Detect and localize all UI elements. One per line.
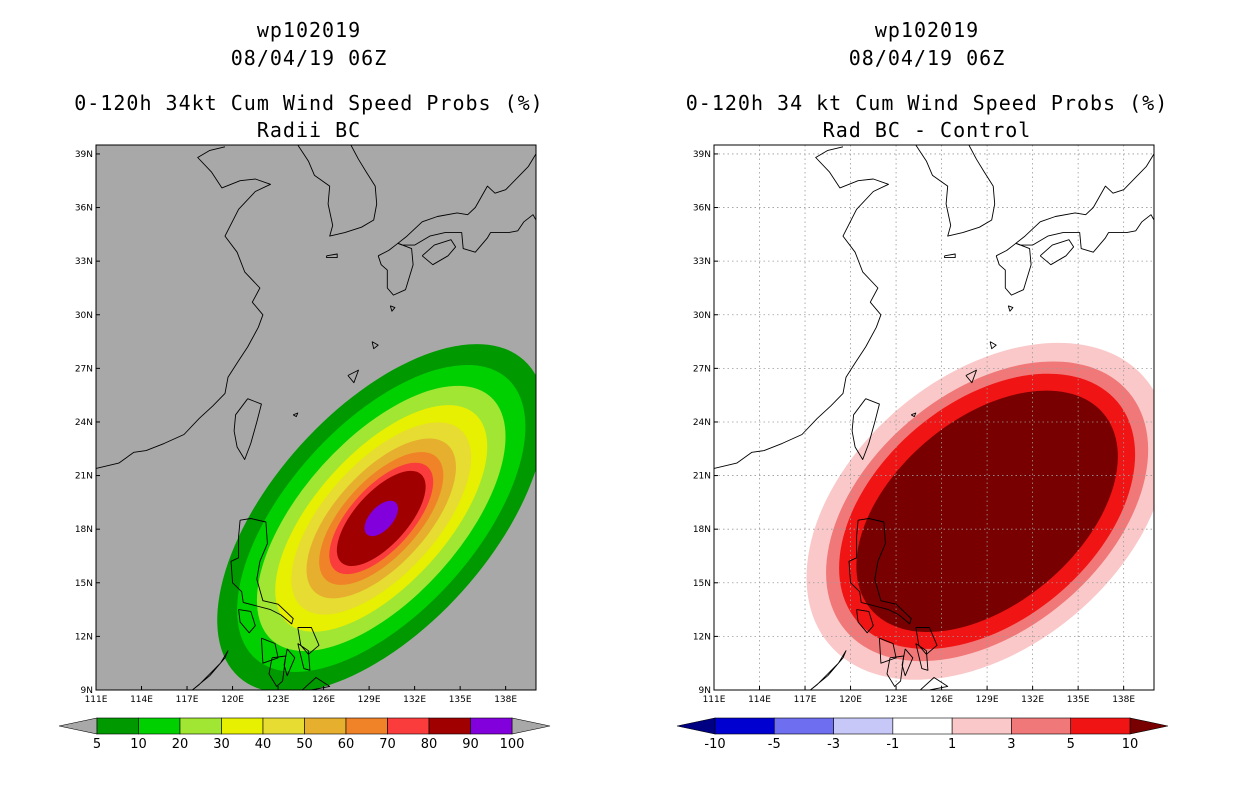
- y-tick-label: 24N: [693, 418, 711, 428]
- y-tick-label: 21N: [75, 472, 93, 482]
- colorbar-label: 60: [338, 737, 355, 752]
- colorbar-swatch: [471, 718, 513, 734]
- x-tick-label: 120E: [839, 695, 862, 705]
- y-tick-label: 9N: [81, 686, 93, 696]
- y-tick-label: 15N: [693, 579, 711, 589]
- colorbar-swatch: [893, 718, 952, 734]
- y-tick-label: 9N: [699, 686, 711, 696]
- x-tick-label: 117E: [794, 695, 817, 705]
- x-tick-label: 135E: [1067, 695, 1090, 705]
- colorbar-label: 20: [172, 737, 189, 752]
- x-tick-label: 111E: [703, 695, 726, 705]
- colorbar-swatch: [1071, 718, 1130, 734]
- y-tick-label: 18N: [693, 525, 711, 535]
- colorbar-label: -3: [827, 737, 840, 752]
- x-tick-label: 132E: [403, 695, 426, 705]
- colorbar-label: 30: [213, 737, 230, 752]
- x-tick-label: 129E: [976, 695, 999, 705]
- y-tick-label: 33N: [75, 257, 93, 267]
- colorbar-label: 3: [1007, 737, 1015, 752]
- colorbar-swatch: [429, 718, 471, 734]
- x-tick-label: 129E: [358, 695, 381, 705]
- probability-map-right: 111E 114E 117E 120E 123E 126E 129E 132E 135E 138E…: [618, 0, 1236, 800]
- x-tick-label: 114E: [748, 695, 771, 705]
- colorbar-label: -5: [768, 737, 781, 752]
- y-tick-label: 39N: [75, 150, 93, 160]
- colorbar-swatch: [346, 718, 388, 734]
- y-tick-label: 12N: [75, 632, 93, 642]
- colorbar-swatch: [388, 718, 430, 734]
- panel-radii-bc: wp102019 08/04/19 06Z 0-120h 34kt Cum Wi…: [0, 0, 618, 800]
- colorbar-swatch: [263, 718, 305, 734]
- colorbar-swatch: [139, 718, 181, 734]
- x-tick-label: 126E: [312, 695, 335, 705]
- colorbar-end-low: [677, 718, 715, 734]
- x-tick-label: 138E: [494, 695, 517, 705]
- y-tick-label: 36N: [693, 204, 711, 214]
- colorbar-swatch: [305, 718, 347, 734]
- colorbar-label: 90: [462, 737, 479, 752]
- colorbar-end-high: [512, 718, 550, 734]
- y-tick-label: 36N: [75, 204, 93, 214]
- colorbar-label: 5: [93, 737, 101, 752]
- colorbar-label: 10: [130, 737, 147, 752]
- x-tick-label: 132E: [1021, 695, 1044, 705]
- x-tick-label: 135E: [449, 695, 472, 705]
- y-tick-label: 30N: [693, 311, 711, 321]
- colorbar-swatch: [180, 718, 222, 734]
- x-tick-label: 117E: [176, 695, 199, 705]
- y-tick-label: 27N: [75, 364, 93, 374]
- x-tick-label: 111E: [85, 695, 108, 705]
- colorbar-label: -10: [704, 737, 725, 752]
- x-tick-label: 123E: [885, 695, 908, 705]
- colorbar-swatch: [715, 718, 774, 734]
- y-tick-label: 33N: [693, 257, 711, 267]
- y-tick-label: 24N: [75, 418, 93, 428]
- y-tick-label: 21N: [693, 472, 711, 482]
- colorbar-label: 50: [296, 737, 313, 752]
- y-tick-label: 12N: [693, 632, 711, 642]
- colorbar-label: 100: [500, 737, 525, 752]
- colorbar: -10 -5 -3 -1 1 3 5 10: [677, 718, 1168, 752]
- y-tick-label: 27N: [693, 364, 711, 374]
- colorbar-label: 1: [948, 737, 956, 752]
- colorbar-swatch: [774, 718, 833, 734]
- colorbar-label: 70: [379, 737, 396, 752]
- colorbar: 5 10 20 30 40 50 60 70 80 90 100: [59, 718, 550, 752]
- probability-map-left: 111E 114E 117E 120E 123E 126E 129E 132E 135E 138E…: [0, 0, 618, 800]
- colorbar-swatch: [952, 718, 1011, 734]
- x-tick-label: 126E: [930, 695, 953, 705]
- colorbar-label: 10: [1122, 737, 1139, 752]
- colorbar-swatch: [97, 718, 139, 734]
- colorbar-swatch: [1011, 718, 1070, 734]
- x-tick-label: 120E: [221, 695, 244, 705]
- y-tick-label: 18N: [75, 525, 93, 535]
- colorbar-swatch: [222, 718, 264, 734]
- panel-rad-bc-control: wp102019 08/04/19 06Z 0-120h 34 kt Cum W…: [618, 0, 1236, 800]
- colorbar-label: 40: [255, 737, 272, 752]
- y-tick-label: 30N: [75, 311, 93, 321]
- colorbar-end-high: [1130, 718, 1168, 734]
- colorbar-swatch: [834, 718, 893, 734]
- x-tick-label: 138E: [1112, 695, 1135, 705]
- x-tick-label: 123E: [267, 695, 290, 705]
- colorbar-end-low: [59, 718, 97, 734]
- x-tick-label: 114E: [130, 695, 153, 705]
- colorbar-label: -1: [886, 737, 899, 752]
- y-tick-label: 39N: [693, 150, 711, 160]
- colorbar-label: 5: [1067, 737, 1075, 752]
- y-tick-label: 15N: [75, 579, 93, 589]
- colorbar-label: 80: [421, 737, 438, 752]
